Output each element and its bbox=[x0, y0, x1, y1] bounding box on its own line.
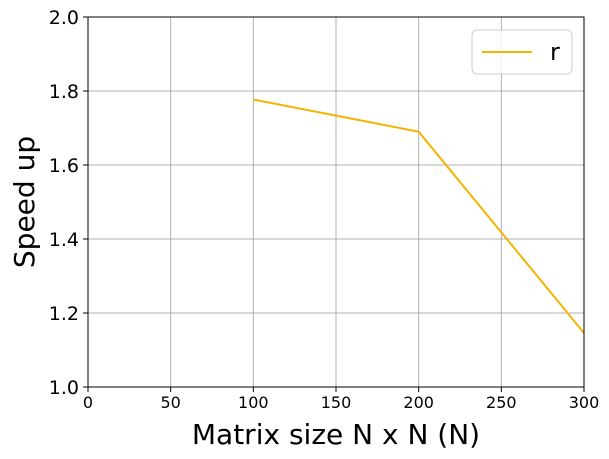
x-tick-label: 100 bbox=[238, 393, 269, 412]
x-tick-label: 0 bbox=[83, 393, 93, 412]
series-layer bbox=[253, 98, 585, 334]
y-axis-label: Speed up bbox=[8, 136, 41, 268]
y-tick-label: 2.0 bbox=[49, 7, 79, 29]
y-tick-label: 1.0 bbox=[49, 377, 79, 399]
x-tick-label: 50 bbox=[160, 393, 180, 412]
x-tick-label: 150 bbox=[321, 393, 352, 412]
x-tick-label: 200 bbox=[403, 393, 434, 412]
x-tick-label: 250 bbox=[486, 393, 517, 412]
y-tick-label: 1.6 bbox=[49, 155, 79, 177]
y-tick-label: 1.8 bbox=[49, 81, 79, 103]
legend: r bbox=[471, 29, 573, 75]
y-tick-label: 1.4 bbox=[49, 229, 79, 251]
x-axis-label: Matrix size N x N (N) bbox=[192, 418, 480, 451]
x-tick-label: 300 bbox=[569, 393, 600, 412]
y-axis-ticks: 1.0 1.2 1.4 1.6 1.8 2.0 bbox=[49, 7, 88, 399]
x-axis-ticks: 0 50 100 150 200 250 300 bbox=[83, 387, 599, 412]
y-tick-label: 1.2 bbox=[49, 303, 79, 325]
series-line-r bbox=[253, 98, 585, 334]
legend-label: r bbox=[550, 38, 560, 66]
